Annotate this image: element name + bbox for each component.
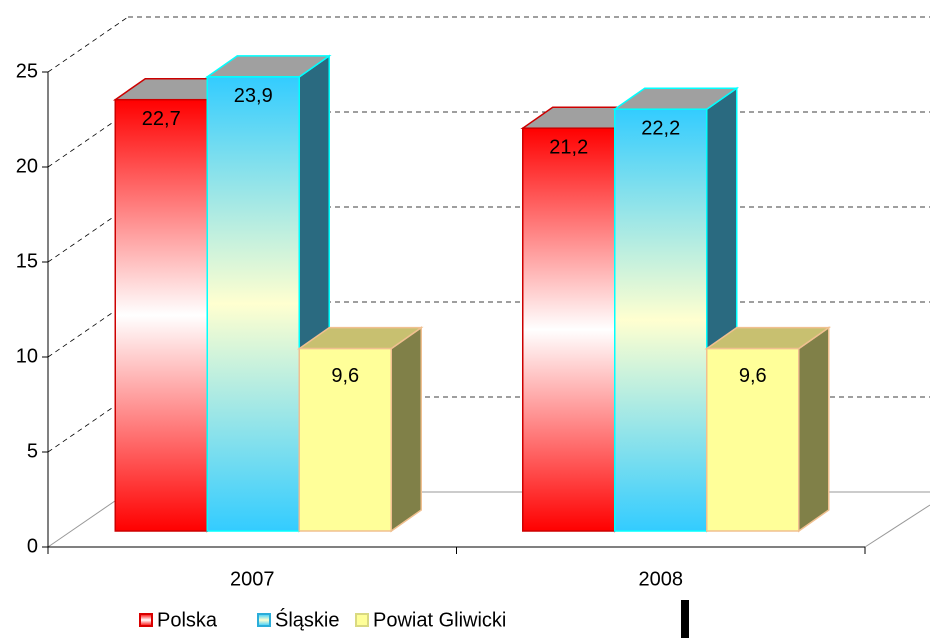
bar-front [614,108,708,532]
grid-line [47,16,129,73]
value-label: 21,2 [549,136,588,158]
y-tick-label: 20 [16,155,38,177]
legend-swatch [257,613,271,627]
bar [612,86,740,533]
bar [296,326,424,533]
grid-line [47,206,129,263]
bar [704,326,832,533]
value-label: 22,2 [641,117,680,139]
x-tick-label: 2007 [230,568,275,590]
legend-label: Śląskie [275,607,339,631]
value-label: 9,6 [331,365,359,387]
x-tick-label: 2008 [639,568,684,590]
bar-front [206,76,300,532]
y-tick-label: 15 [16,250,38,272]
value-label: 23,9 [234,85,273,107]
y-tick-label: 10 [16,345,38,367]
legend-swatch [355,613,369,627]
grid-line [47,301,129,358]
bar-front [114,98,208,532]
floor-edge [864,504,930,548]
cursor-bar [681,600,689,638]
bar-front [298,347,392,532]
legend-label: Powiat Gliwicki [373,609,506,631]
bar-side [390,326,422,533]
grid-line [47,396,129,453]
value-label: 9,6 [739,365,767,387]
legend-swatch [139,613,153,627]
y-tick-label: 5 [27,440,38,462]
y-tick-label: 0 [27,535,38,557]
bar-front [522,127,616,532]
bar-front [706,347,800,532]
y-tick-label: 25 [16,60,38,82]
value-label: 22,7 [142,108,181,130]
grid-line [47,111,129,168]
bar-side [798,326,830,533]
legend-label: Polska [157,609,218,631]
